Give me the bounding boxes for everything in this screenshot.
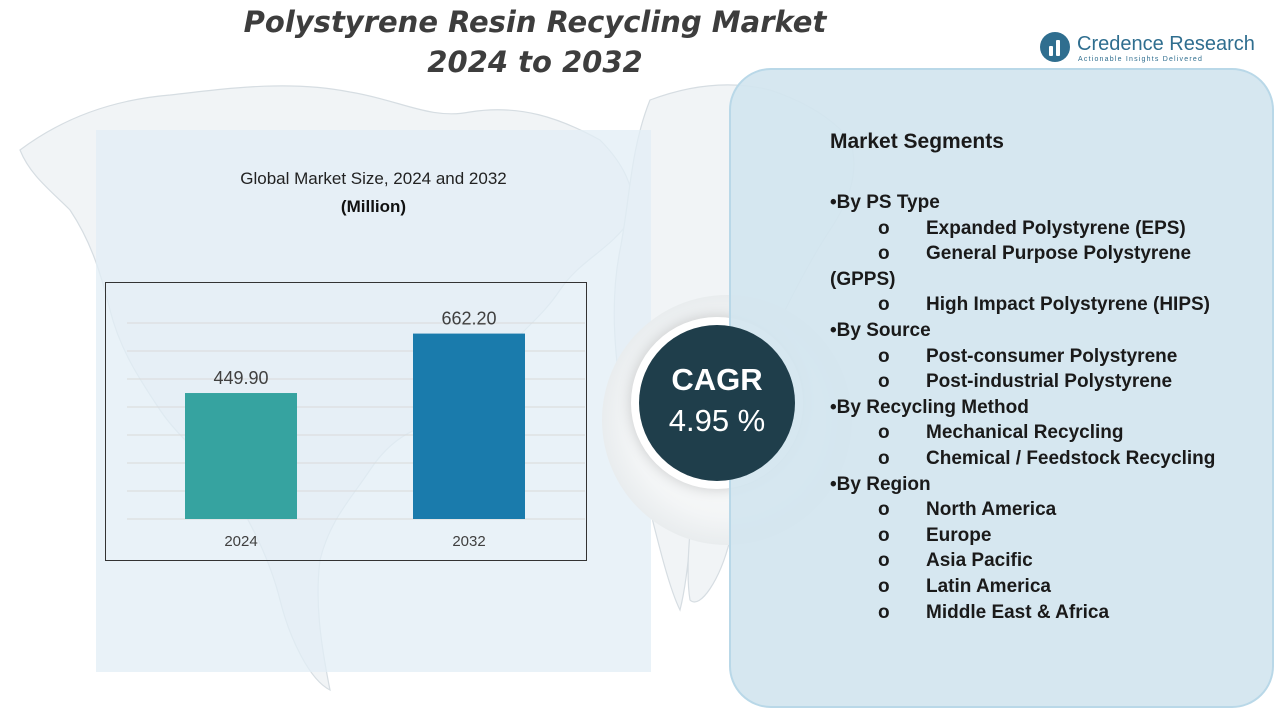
plot-area (105, 282, 587, 561)
brand-logo: Credence Research Actionable Insights De… (1040, 30, 1260, 70)
data-label: 662.20 (441, 309, 496, 329)
segments-panel: Market Segments •By PS Type o Expanded Pol… (729, 68, 1274, 708)
segment-heading: •By Source (830, 319, 931, 341)
bullet-icon: o (878, 422, 890, 444)
segment-item-label: North America (926, 499, 1057, 521)
bullet-icon: o (878, 243, 890, 265)
segment-item-label: Post-consumer Polystyrene (926, 345, 1178, 367)
bar-chart-circle-icon (1040, 32, 1070, 62)
logo-name: Credence Research (1077, 33, 1255, 55)
bar-2032 (413, 333, 525, 519)
bullet-icon: o (878, 601, 890, 623)
segment-item: o North America (830, 497, 1250, 523)
segment-item: o General Purpose Polystyrene (GPPS) (830, 241, 1250, 292)
bullet-icon: o (878, 345, 890, 367)
data-label: 449.90 (213, 368, 268, 388)
segment-item: o Post-industrial Polystyrene (830, 369, 1250, 395)
segment-item-label: Mechanical Recycling (926, 422, 1124, 444)
segment-item-label: Post-industrial Polystyrene (926, 371, 1173, 393)
cagr-badge: CAGR 4.95 % (639, 325, 795, 481)
chart-unit: (Million) (340, 197, 407, 216)
segment-item-label: Middle East & Africa (926, 601, 1110, 623)
segment-item-label: Asia Pacific (926, 550, 1033, 572)
segment-item: o Mechanical Recycling (830, 420, 1250, 446)
segment-item-label: High Impact Polystyrene (HIPS) (926, 294, 1211, 316)
bullet-icon: o (878, 524, 890, 546)
segment-item: o High Impact Polystyrene (HIPS) (830, 292, 1250, 318)
segment-item: o Europe (830, 523, 1250, 549)
segment-item: o Middle East & Africa (830, 600, 1250, 626)
segment-heading: •By Region (830, 473, 931, 495)
bullet-icon: o (878, 575, 890, 597)
segment-item: o Asia Pacific (830, 548, 1250, 574)
segments-list: •By PS Type o Expanded Polystyrene (EPS) o G… (830, 190, 1250, 625)
segment-group: •By Recycling Method o Mechanical Recyclin… (830, 395, 1250, 472)
segment-item: o Chemical / Feedstock Recycling (830, 446, 1250, 472)
segment-item: o Latin America (830, 574, 1250, 600)
segment-item: o Expanded Polystyrene (EPS) (830, 216, 1250, 242)
chart-title: Global Market Size, 2024 and 2032 (240, 169, 507, 188)
bar-2024 (185, 393, 297, 519)
bullet-icon: o (878, 371, 890, 393)
segment-item-label: Europe (926, 524, 992, 546)
segment-item-label: General Purpose Polystyrene (GPPS) (830, 243, 1192, 290)
bullet-icon: o (878, 550, 890, 572)
bullet-icon: o (878, 447, 890, 469)
segment-item-label: Chemical / Feedstock Recycling (926, 447, 1216, 469)
segments-title: Market Segments (830, 130, 1004, 153)
title-line-1: Polystyrene Resin Recycling Market (243, 5, 827, 39)
cagr-value: 4.95 % (668, 403, 766, 438)
bullet-icon: o (878, 294, 890, 316)
chart-panel: Global Market Size, 2024 and 2032 (Milli… (96, 130, 651, 672)
segment-heading: •By PS Type (830, 192, 940, 213)
logo-tagline: Actionable Insights Delivered (1078, 56, 1204, 63)
bullet-icon: o (878, 499, 890, 521)
segment-item-label: Latin America (926, 575, 1051, 597)
segment-heading: •By Recycling Method (830, 396, 1029, 418)
segment-group: •By Region o North America o Europe o Asia Pac… (830, 472, 1250, 626)
bullet-icon: o (878, 217, 890, 239)
segment-item: o Post-consumer Polystyrene (830, 344, 1250, 370)
x-tick-label: 2024 (224, 533, 257, 550)
cagr-label: CAGR (671, 362, 763, 397)
page-title: Polystyrene Resin Recycling Market 2024 … (180, 2, 890, 82)
segment-item-label: Expanded Polystyrene (EPS) (926, 217, 1186, 239)
title-line-2: 2024 to 2032 (427, 45, 643, 79)
segment-group: •By PS Type o Expanded Polystyrene (EPS) o G… (830, 190, 1250, 318)
segment-group: •By Source o Post-consumer Polystyrene o Pos… (830, 318, 1250, 395)
x-tick-label: 2032 (452, 533, 485, 550)
